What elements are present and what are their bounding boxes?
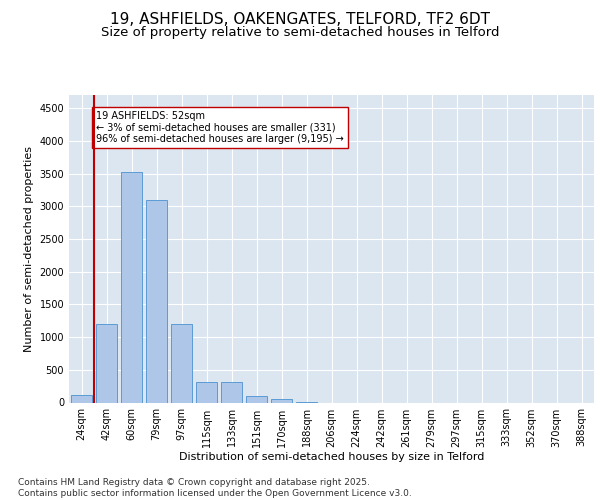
Bar bbox=[196, 382, 217, 402]
Text: Size of property relative to semi-detached houses in Telford: Size of property relative to semi-detach… bbox=[101, 26, 499, 39]
Y-axis label: Number of semi-detached properties: Number of semi-detached properties bbox=[24, 146, 34, 352]
Bar bbox=[271, 399, 292, 402]
Bar bbox=[121, 172, 142, 402]
Bar bbox=[171, 324, 192, 402]
Bar bbox=[71, 396, 92, 402]
Bar bbox=[146, 200, 167, 402]
Bar bbox=[96, 324, 117, 402]
Bar bbox=[246, 396, 267, 402]
X-axis label: Distribution of semi-detached houses by size in Telford: Distribution of semi-detached houses by … bbox=[179, 452, 484, 462]
Text: 19 ASHFIELDS: 52sqm
← 3% of semi-detached houses are smaller (331)
96% of semi-d: 19 ASHFIELDS: 52sqm ← 3% of semi-detache… bbox=[96, 110, 344, 144]
Text: Contains HM Land Registry data © Crown copyright and database right 2025.
Contai: Contains HM Land Registry data © Crown c… bbox=[18, 478, 412, 498]
Text: 19, ASHFIELDS, OAKENGATES, TELFORD, TF2 6DT: 19, ASHFIELDS, OAKENGATES, TELFORD, TF2 … bbox=[110, 12, 490, 28]
Bar bbox=[221, 382, 242, 402]
